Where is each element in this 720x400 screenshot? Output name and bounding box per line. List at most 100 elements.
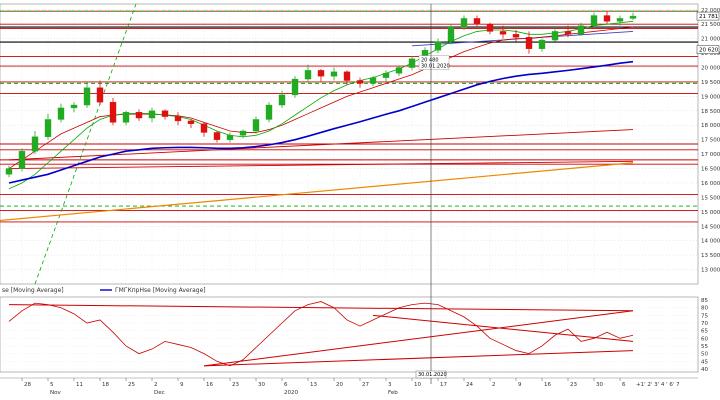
candle-body — [460, 18, 468, 28]
oscillator-tick-label: 55 — [701, 344, 708, 350]
price-tick-label: 18 500 — [701, 109, 720, 115]
candle-body — [135, 112, 143, 119]
candle-body — [447, 26, 455, 42]
last-price-tag — [696, 11, 720, 21]
time-tick-label: 18 — [102, 382, 109, 388]
candle-body — [551, 31, 559, 41]
oscillator-tick-label: 75 — [701, 313, 708, 319]
month-label: Nov — [50, 390, 61, 396]
time-tick-label: 25 — [128, 382, 135, 388]
time-tick-label: 13 — [310, 382, 317, 388]
price-tick-label: 18 000 — [701, 123, 720, 129]
time-tick-label: 27 — [362, 382, 369, 388]
candle-body — [356, 80, 364, 84]
candle-body — [5, 168, 13, 175]
candle-body — [525, 36, 533, 49]
candle-body — [57, 107, 65, 120]
candle-body — [239, 130, 247, 136]
price-tick-label: 15 000 — [701, 210, 720, 216]
price-axis: 13 000 13 500 14 000 14 500 15 000 15 500 16 0… — [696, 8, 720, 274]
time-tick-label: 30 — [258, 382, 265, 388]
time-tick-label: 11 — [76, 382, 83, 388]
time-tick-label: 2 — [492, 382, 496, 388]
legend-item-1: se [Moving Average] — [2, 287, 64, 294]
oscillator-tick-label: 45 — [701, 359, 708, 365]
candle-body — [590, 15, 598, 26]
time-tick-label: 16 — [206, 382, 213, 388]
time-tick-label: 23 — [570, 382, 577, 388]
candle-body — [161, 110, 169, 117]
green-dashed-trend-line — [34, 3, 137, 285]
candle-body — [343, 71, 351, 81]
candle-body — [44, 119, 52, 137]
time-axis: 28 5 11 18 25 2 9 16 23 30 6 13 20 27 3 10 17 24 2 9 16 23 30 6… — [0, 370, 698, 396]
blue-moving-average — [8, 60, 634, 184]
oscillator-trend-line — [372, 314, 634, 342]
candle-body — [499, 31, 507, 35]
candle-body — [122, 112, 130, 123]
time-tick-label: 17 — [440, 382, 447, 388]
cursor-date-label: 30.01.2020 — [418, 372, 447, 378]
annotation-box — [418, 55, 450, 70]
month-label: Dec — [154, 390, 165, 396]
candle-body — [473, 18, 481, 25]
oscillator-trend-line — [203, 350, 634, 367]
candle-body — [538, 39, 546, 49]
annotation-label: 30.01.2020 — [421, 64, 450, 70]
price-horizontal-lines — [0, 3, 698, 285]
candle-body — [434, 41, 442, 51]
time-tick-label: 23 — [232, 382, 239, 388]
month-label: Feb — [388, 390, 398, 396]
annotation-label: 20 480 — [421, 58, 439, 64]
orange-moving-average — [0, 162, 634, 222]
price-tick-label: 13 500 — [701, 253, 720, 259]
candle-body — [226, 135, 234, 140]
candle-body — [174, 116, 182, 122]
time-tick-label: 28 — [24, 382, 31, 388]
candle-body — [629, 15, 637, 19]
candle-body — [512, 34, 520, 38]
time-tick-label: 2 — [154, 382, 158, 388]
time-tick-label: 16 — [544, 382, 551, 388]
price-tick-label: 14 500 — [701, 224, 720, 230]
price-tick-label: 17 000 — [701, 152, 720, 158]
candle-body — [330, 71, 338, 77]
oscillator-tick-label: 80 — [701, 306, 708, 312]
candle-body — [486, 24, 494, 32]
time-tick-label: 5 — [50, 382, 54, 388]
price-tick-label: 13 000 — [701, 268, 720, 274]
price-tick-label: 20 000 — [701, 66, 720, 72]
candle-body — [70, 104, 78, 109]
time-tick-label: 6 — [622, 382, 626, 388]
oscillator-tick-label: 50 — [701, 352, 708, 358]
candle-body — [213, 132, 221, 140]
oscillator-tick-label: 85 — [701, 298, 708, 304]
oscillator-tick-label: 40 — [701, 367, 708, 373]
time-tick-label: 10 — [414, 382, 421, 388]
cursor-date-box — [415, 370, 447, 379]
candle-body — [564, 31, 572, 35]
oscillator-line — [8, 301, 634, 367]
time-tick-label: 6 — [284, 382, 288, 388]
candle-body — [278, 94, 286, 106]
candle-body — [616, 18, 624, 22]
oscillator-tick-label: 60 — [701, 336, 708, 342]
future-bars-label: +1' 2' 3' 4 ' 6' 7 — [636, 382, 680, 388]
oscillator-frame — [0, 296, 699, 373]
time-tick-label: 20 — [336, 382, 343, 388]
time-tick-label: 9 — [180, 382, 184, 388]
last-price-tag-label: 21 781 — [699, 14, 718, 20]
candle-body — [577, 25, 585, 35]
candle-body — [395, 67, 403, 74]
candle-body — [109, 101, 117, 123]
time-tick-label: 30 — [596, 382, 603, 388]
candle-body — [603, 15, 611, 22]
price-tick-label: 21 500 — [701, 22, 720, 28]
candle-body — [200, 123, 208, 133]
candle-body — [252, 119, 260, 132]
candle-body — [187, 120, 195, 124]
oscillator-trend-line — [8, 304, 634, 312]
